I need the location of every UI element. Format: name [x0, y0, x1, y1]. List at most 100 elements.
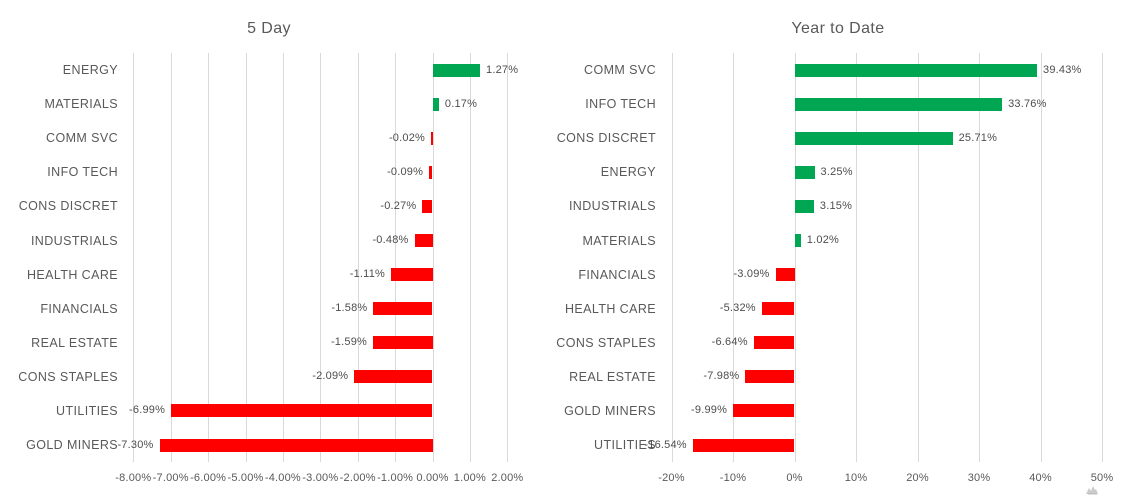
gridline [856, 53, 857, 462]
x-axis-tick-label: -2.00% [339, 472, 376, 484]
gridline [245, 53, 247, 462]
hand-cursor-icon [1086, 486, 1098, 495]
x-axis-tick-label: -4.00% [264, 472, 301, 484]
gridline [1102, 53, 1103, 462]
gridline [979, 53, 980, 462]
category-label: COMM SVC [46, 131, 118, 146]
category-label: REAL ESTATE [569, 369, 656, 384]
category-label: INFO TECH [47, 165, 118, 180]
bar-positive [432, 97, 439, 111]
gridline [671, 53, 673, 462]
category-label: INDUSTRIALS [30, 233, 118, 248]
category-label: INFO TECH [585, 97, 656, 112]
value-label: 1.02% [806, 234, 839, 246]
bar-negative [373, 302, 433, 316]
value-label: 33.76% [1008, 97, 1047, 110]
gridline [208, 53, 210, 462]
value-label: -1.58% [331, 302, 368, 315]
category-label: MATERIALS [44, 97, 118, 112]
value-label: -0.02% [388, 131, 425, 144]
x-axis-tick-label: 40% [1029, 472, 1052, 484]
category-label: UTILITIES [56, 403, 118, 418]
bar-positive [794, 165, 815, 179]
bar-positive [794, 131, 953, 145]
category-label: ENERGY [62, 63, 118, 77]
category-label: ENERGY [600, 165, 656, 180]
value-label: -1.59% [330, 336, 367, 349]
value-label: 0.17% [444, 97, 478, 110]
x-axis-tick-label: 20% [906, 472, 929, 484]
value-label: -5.32% [719, 302, 756, 315]
bar-negative [733, 404, 795, 418]
bar-positive [794, 97, 1003, 111]
bar-negative [414, 234, 433, 247]
x-axis-tick-label: -7.00% [152, 472, 189, 484]
x-axis-tick-label: -20% [658, 472, 685, 484]
category-label: CONS DISCRET [18, 199, 118, 214]
value-label: -1.11% [349, 268, 385, 280]
bar-positive [794, 199, 814, 213]
gridline [469, 53, 471, 462]
value-label: -0.48% [372, 234, 409, 246]
bar-negative [422, 199, 433, 213]
x-axis-tick-label: -10% [719, 472, 747, 484]
value-label: -3.09% [733, 268, 770, 280]
bar-negative [159, 438, 433, 452]
category-label: CONS STAPLES [556, 335, 656, 350]
value-label: -2.09% [312, 370, 349, 383]
five-day-chart-title: 5 Day [247, 20, 291, 37]
value-label: -7.30% [117, 438, 154, 451]
value-label: -16.54% [644, 438, 687, 451]
category-label: CONS STAPLES [18, 369, 118, 384]
value-label: -6.99% [129, 404, 166, 417]
x-axis-tick-label: 50% [1090, 472, 1114, 484]
bar-negative [429, 165, 433, 179]
x-axis-tick-label: -1.00% [377, 472, 414, 484]
value-label: 1.27% [486, 63, 519, 76]
gridline [733, 53, 734, 462]
gridline [133, 53, 135, 462]
category-label: UTILITIES [594, 438, 656, 452]
x-axis-tick-label: -6.00% [190, 472, 227, 484]
category-label: HEALTH CARE [565, 301, 656, 316]
value-label: -0.27% [380, 199, 417, 212]
gridline [320, 53, 322, 462]
category-label: COMM SVC [584, 63, 656, 77]
x-axis-tick-label: 0.00% [416, 472, 449, 484]
x-axis-tick-label: 2.00% [491, 472, 524, 484]
value-label: -6.64% [711, 336, 748, 349]
x-axis-tick-label: 10% [844, 472, 868, 484]
gridline [282, 53, 284, 462]
gridline [357, 53, 359, 462]
category-label: MATERIALS [582, 233, 656, 248]
x-axis-tick-label: 1.00% [453, 472, 486, 484]
value-label: -9.99% [691, 404, 728, 417]
value-label: -0.09% [387, 165, 424, 178]
bar-negative [391, 268, 433, 281]
bar-negative [171, 404, 433, 418]
bar-negative [692, 438, 795, 452]
bar-positive [794, 234, 801, 247]
gridline [170, 53, 172, 462]
bar-negative [373, 336, 433, 350]
year-to-date-chart-title: Year to Date [791, 20, 885, 37]
x-axis-tick-label: -3.00% [302, 472, 339, 484]
bar-negative [354, 370, 433, 384]
category-label: GOLD MINERS [564, 403, 656, 418]
x-axis-tick-label: 30% [967, 472, 991, 484]
category-label: FINANCIALS [40, 301, 118, 316]
value-label: -7.98% [703, 370, 740, 383]
bar-positive [794, 63, 1037, 77]
category-label: FINANCIALS [578, 267, 656, 282]
bar-negative [775, 268, 795, 281]
gridline [794, 53, 796, 462]
category-label: HEALTH CARE [27, 267, 118, 282]
bar-negative [753, 336, 795, 350]
x-axis-tick-label: -5.00% [227, 472, 264, 484]
bar-negative [761, 302, 795, 316]
category-label: INDUSTRIALS [568, 199, 656, 214]
x-axis-tick-label: 0% [786, 472, 803, 484]
gridline [507, 53, 509, 462]
gridline [917, 53, 919, 462]
